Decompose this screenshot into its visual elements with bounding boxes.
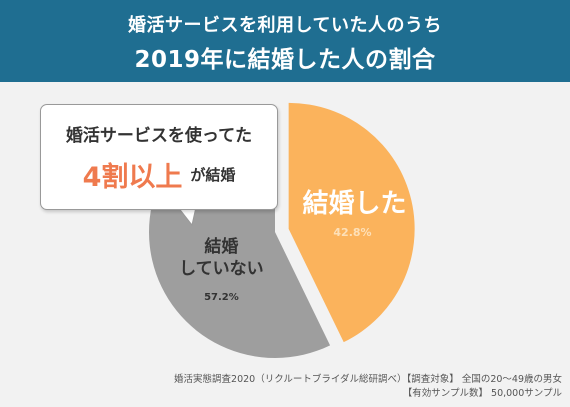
callout-box: 婚活サービスを使ってた 4割以上 が結婚 [40, 104, 278, 210]
slice-value-married: 42.8% [333, 226, 371, 239]
slice-label-not-married-line1: 結婚 [204, 236, 238, 257]
chart-title-line2: 2019年に結婚した人の割合 [134, 47, 436, 73]
slice-label-married: 結婚した [302, 188, 406, 219]
callout-suffix: が結婚 [190, 166, 236, 184]
source-line2: 【有効サンプル数】 50,000サンプル [402, 388, 562, 399]
callout-line2: 4割以上 が結婚 [41, 155, 277, 194]
slice-label-not-married-line2: していない [179, 259, 264, 279]
header-banner: 婚活サービスを利用していた人のうち 2019年に結婚した人の割合 [0, 0, 570, 82]
callout-emphasis: 4割以上 [82, 162, 183, 193]
source-line1: 婚活実態調査2020（リクルートブライダル総研調べ）【調査対象】 全国の20～4… [174, 374, 562, 385]
source-note: 婚活実態調査2020（リクルートブライダル総研調べ）【調査対象】 全国の20～4… [174, 373, 562, 401]
pie-slice-married [288, 102, 415, 343]
slice-value-not-married: 57.2% [204, 292, 239, 303]
chart-area: 結婚した 42.8% 結婚 していない 57.2% 婚活サービスを使ってた 4割以上 が結… [0, 82, 570, 407]
callout-line1: 婚活サービスを使ってた [65, 126, 253, 146]
chart-title-line1: 婚活サービスを利用していた人のうち [128, 15, 442, 36]
